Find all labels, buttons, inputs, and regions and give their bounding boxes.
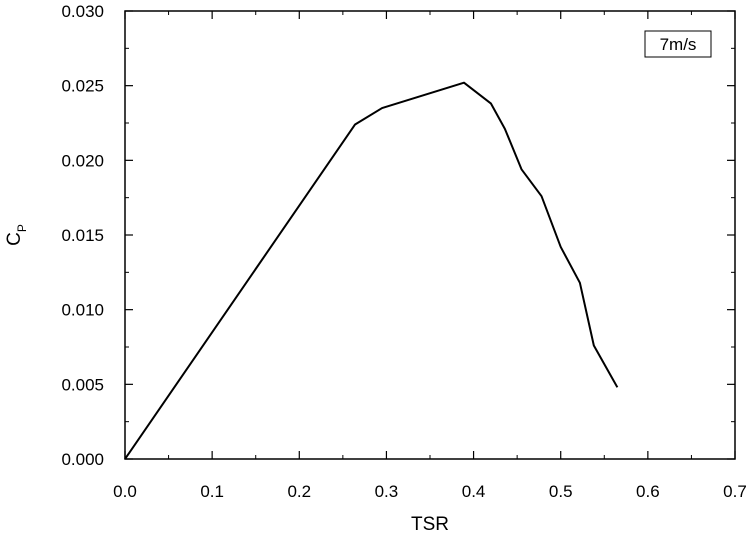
x-tick-labels: 0.0 0.1 0.2 0.3 0.4 0.5 0.6 0.7 xyxy=(113,482,747,501)
series-layer xyxy=(124,81,619,460)
y-tick-label: 0.005 xyxy=(61,375,104,394)
legend-label: 7m/s xyxy=(660,35,697,54)
y-tick-label: 0.025 xyxy=(61,77,104,96)
series-line xyxy=(124,81,619,460)
x-tick-label: 0.5 xyxy=(549,482,573,501)
y-axis-title-main: C xyxy=(4,232,25,246)
x-tick-label: 0.3 xyxy=(375,482,399,501)
x-axis-title: TSR xyxy=(411,514,449,535)
y-tick-label: 0.020 xyxy=(61,151,104,170)
y-tick-labels: 0.000 0.005 0.010 0.015 0.020 0.025 0.030 xyxy=(61,2,104,469)
x-tick-label: 0.7 xyxy=(723,482,747,501)
y-tick-label: 0.015 xyxy=(61,226,104,245)
x-tick-label: 0.1 xyxy=(200,482,224,501)
x-tick-label: 0.4 xyxy=(462,482,486,501)
x-tick-label: 0.2 xyxy=(287,482,311,501)
y-axis-title: CP xyxy=(4,224,29,246)
legend: 7m/s xyxy=(644,30,712,58)
ticks-layer xyxy=(124,10,736,460)
y-tick-label: 0.030 xyxy=(61,2,104,21)
y-axis-title-subscript: P xyxy=(15,224,29,232)
x-tick-label: 0.6 xyxy=(636,482,660,501)
y-axis-title-text: CP xyxy=(4,224,29,246)
y-tick-label: 0.010 xyxy=(61,301,104,320)
legend-box xyxy=(644,30,712,58)
y-tick-label: 0.000 xyxy=(61,450,104,469)
x-tick-label: 0.0 xyxy=(113,482,137,501)
plot-frame xyxy=(124,10,736,460)
